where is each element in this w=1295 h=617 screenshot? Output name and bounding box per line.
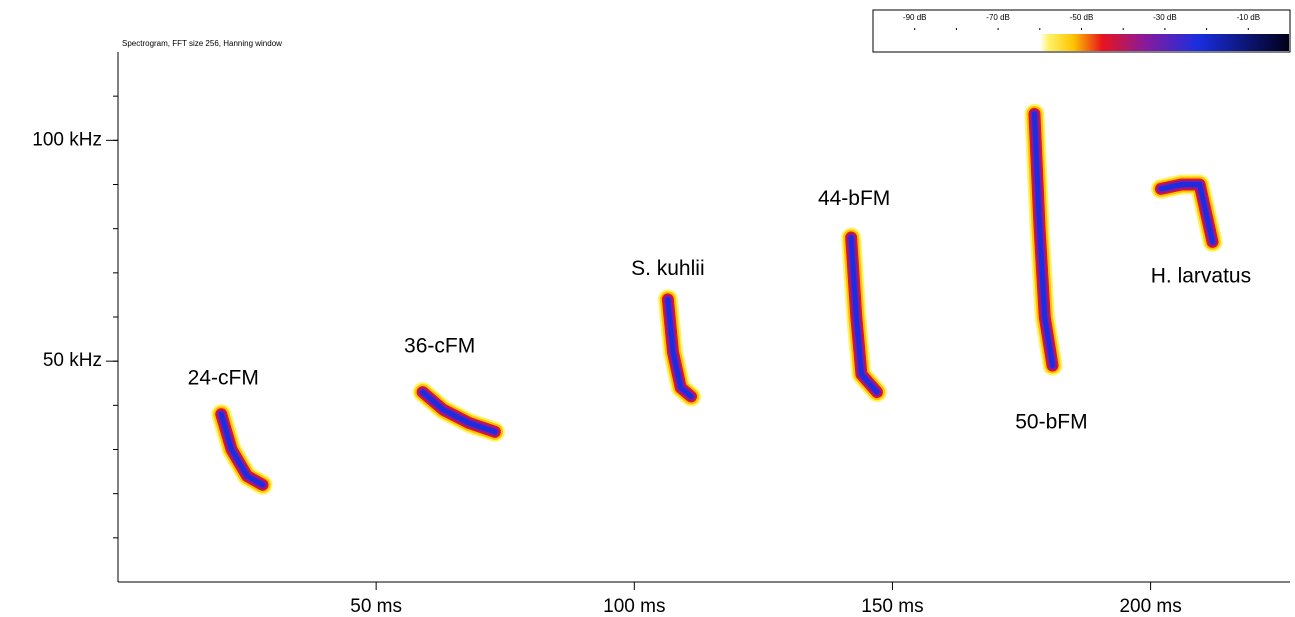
call-trace: [1158, 182, 1216, 245]
x-tick-label: 150 ms: [861, 596, 923, 617]
call-trace: [218, 411, 266, 488]
x-tick-label: 50 ms: [350, 596, 402, 617]
colorbar-gradient: [874, 34, 1289, 51]
y-tick-label: 50 kHz: [43, 350, 102, 371]
x-tick-label: 100 ms: [603, 596, 665, 617]
colorbar-tick-label: -70 dB: [986, 13, 1010, 22]
call-label: 24-cFM: [188, 367, 259, 390]
x-tick-label: 200 ms: [1119, 596, 1181, 617]
colorbar-tick-label: -30 dB: [1153, 13, 1177, 22]
call-trace: [1031, 111, 1056, 369]
call-trace: [420, 389, 498, 435]
call-label: S. kuhlii: [631, 257, 705, 280]
call-trace: [665, 296, 694, 399]
colorbar-tick-label: -90 dB: [903, 13, 927, 22]
call-label: 44-bFM: [818, 187, 890, 210]
call-label: 36-cFM: [404, 335, 475, 358]
y-tick-label: 100 kHz: [32, 129, 102, 150]
call-label: 50-bFM: [1015, 410, 1087, 433]
colorbar-tick-label: -50 dB: [1070, 13, 1094, 22]
colorbar-tick-label: -10 dB: [1237, 13, 1261, 22]
chart-subtitle: Spectrogram, FFT size 256, Hanning windo…: [122, 39, 282, 48]
call-label: H. larvatus: [1151, 264, 1251, 287]
call-trace: [848, 235, 880, 395]
